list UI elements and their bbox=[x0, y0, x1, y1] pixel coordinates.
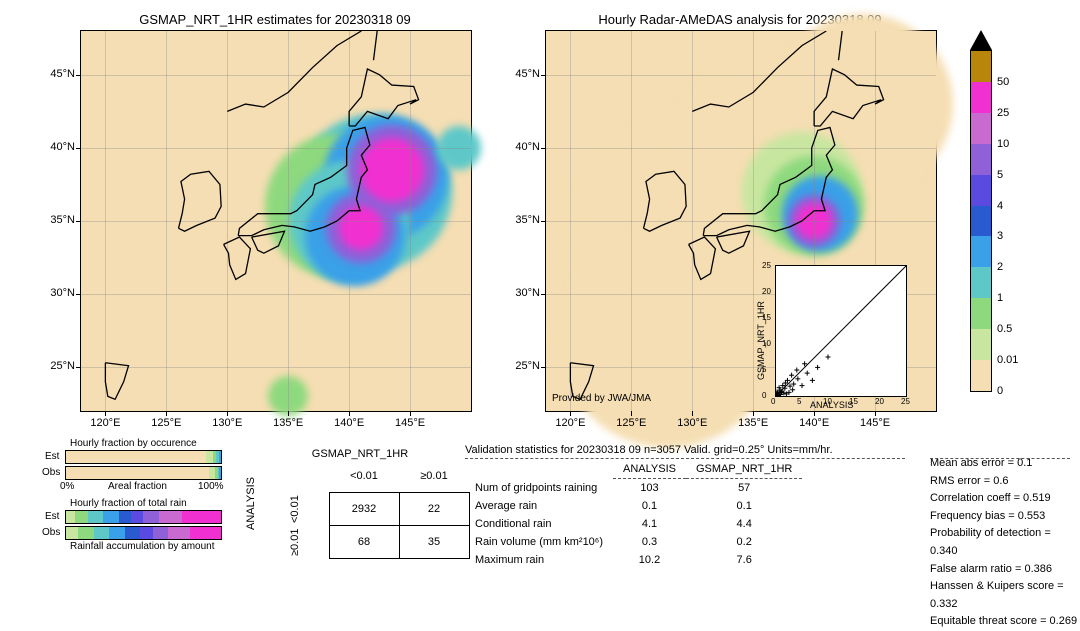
right-map-attribution: Provided by JWA/JMA bbox=[552, 393, 651, 404]
scatter-xlabel: ANALYSIS bbox=[810, 400, 853, 410]
contingency-table: <0.01 ≥0.01 <0.01 2932 22 ≥0.01 68 35 bbox=[260, 460, 470, 559]
left-map: 25°N30°N35°N40°N45°N120°E125°E130°E135°E… bbox=[80, 30, 472, 412]
scatter-ylabel: GSMAP_NRT_1HR bbox=[756, 301, 766, 380]
occurrence-axis-label: Areal fraction bbox=[108, 481, 167, 492]
validation-title: Validation statistics for 20230318 09 n=… bbox=[465, 444, 833, 456]
metrics-list: Mean abs error = 0.1RMS error = 0.6Corre… bbox=[930, 455, 1080, 631]
colorbar: 00.010.512345102550 bbox=[970, 50, 992, 392]
rain-est-label: Est bbox=[45, 511, 59, 522]
left-map-title: GSMAP_NRT_1HR estimates for 20230318 09 bbox=[80, 12, 470, 27]
scatter-plot: 00551010151520202525 bbox=[775, 265, 907, 397]
occurrence-est-bar bbox=[65, 450, 222, 464]
rain-est-bar bbox=[65, 510, 222, 524]
metrics-dashes bbox=[930, 458, 1070, 459]
validation-dashes bbox=[465, 458, 905, 459]
rain-footer: Rainfall accumulation by amount bbox=[70, 541, 215, 552]
ctable-row-title: ANALYSIS bbox=[245, 477, 257, 530]
occurrence-obs-bar bbox=[65, 466, 222, 480]
ctable-col-title: GSMAP_NRT_1HR bbox=[290, 448, 430, 460]
occurrence-title: Hourly fraction by occurence bbox=[70, 438, 197, 449]
validation-table: ANALYSISGSMAP_NRT_1HRNum of gridpoints r… bbox=[465, 460, 802, 569]
occurrence-axis-100: 100% bbox=[198, 481, 224, 492]
rain-obs-label: Obs bbox=[42, 527, 60, 538]
colorbar-top-triangle bbox=[970, 30, 992, 50]
occurrence-axis-0: 0% bbox=[60, 481, 74, 492]
rain-title: Hourly fraction of total rain bbox=[70, 498, 187, 509]
occurrence-obs-label: Obs bbox=[42, 467, 60, 478]
occurrence-est-label: Est bbox=[45, 451, 59, 462]
rain-obs-bar bbox=[65, 526, 222, 540]
